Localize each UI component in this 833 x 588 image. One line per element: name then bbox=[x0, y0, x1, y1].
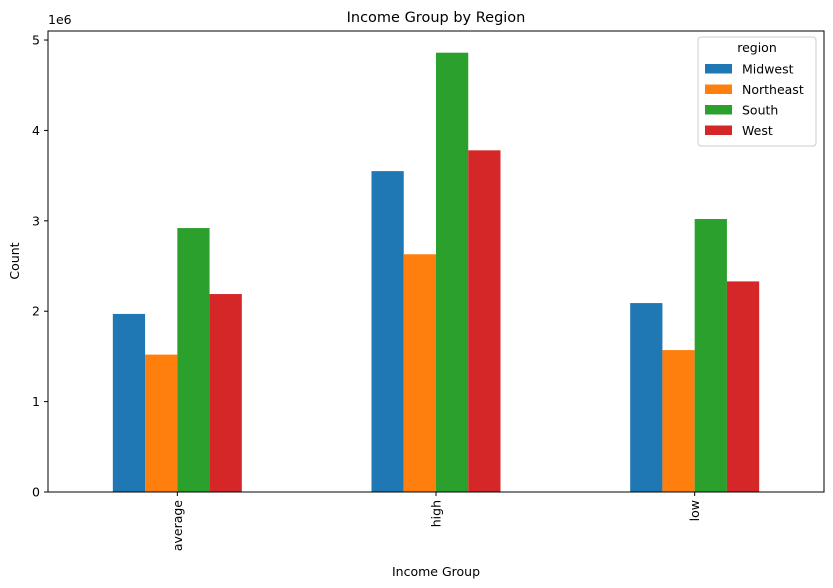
y-offset-label: 1e6 bbox=[48, 12, 72, 27]
y-axis: 0 1 2 3 4 5 bbox=[32, 33, 48, 500]
x-axis-label: Income Group bbox=[392, 564, 480, 579]
bar-northeast-average bbox=[145, 354, 178, 492]
y-axis-label: Count bbox=[7, 242, 22, 279]
legend-swatch-west bbox=[705, 125, 732, 135]
legend-swatch-northeast bbox=[705, 84, 732, 94]
y-tick-label: 0 bbox=[32, 485, 40, 500]
x-axis: average high low bbox=[170, 492, 702, 551]
legend-label-midwest: Midwest bbox=[742, 62, 794, 77]
y-tick-label: 5 bbox=[32, 33, 40, 48]
legend-title: region bbox=[737, 40, 777, 55]
x-tick-label: average bbox=[170, 500, 185, 551]
bar-northeast-low bbox=[662, 350, 695, 492]
legend-label-northeast: Northeast bbox=[742, 82, 804, 97]
bar-midwest-low bbox=[630, 303, 663, 492]
bar-midwest-average bbox=[112, 313, 146, 492]
x-tick-label: high bbox=[429, 500, 444, 527]
bars-group bbox=[112, 52, 760, 493]
y-tick-label: 4 bbox=[32, 123, 40, 138]
bar-west-average bbox=[209, 294, 242, 492]
bar-west-low bbox=[726, 281, 760, 492]
legend: region Midwest Northeast South West bbox=[697, 36, 817, 147]
x-tick-label: low bbox=[687, 500, 702, 521]
y-tick-label: 3 bbox=[32, 213, 40, 228]
bar-south-average bbox=[177, 228, 210, 493]
bar-midwest-high bbox=[371, 171, 404, 493]
bar-south-low bbox=[694, 219, 727, 492]
y-tick-label: 1 bbox=[32, 394, 40, 409]
legend-swatch-midwest bbox=[705, 64, 732, 74]
chart-title: Income Group by Region bbox=[347, 10, 526, 26]
bar-south-high bbox=[436, 52, 469, 492]
legend-label-west: West bbox=[742, 123, 773, 138]
legend-label-south: South bbox=[742, 103, 778, 118]
bar-northeast-high bbox=[403, 254, 436, 492]
y-tick-label: 2 bbox=[32, 304, 40, 319]
bar-west-high bbox=[468, 150, 501, 492]
legend-swatch-south bbox=[705, 105, 732, 115]
